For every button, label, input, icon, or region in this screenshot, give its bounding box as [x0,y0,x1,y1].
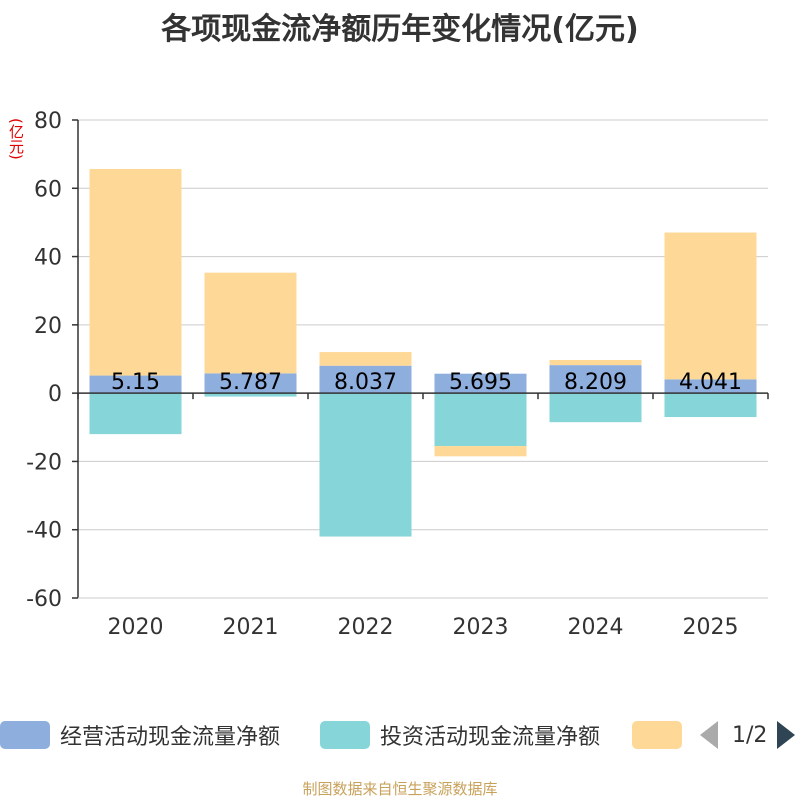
legend-swatch-financing [632,721,682,749]
bar-investing [664,393,757,418]
legend-item-operating[interactable]: 经营活动现金流量净额 [0,716,280,754]
y-axis-unit: (亿元) [7,118,25,160]
legend: 经营活动现金流量净额 投资活动现金流量净额 [0,716,800,754]
legend-pager: 1/2 [700,716,796,754]
legend-page-indicator: 1/2 [732,722,768,748]
bar-investing [549,393,642,423]
legend-label-investing: 投资活动现金流量净额 [380,725,601,750]
chart-area: 80 60 40 20 0 -20 -40 -60 5.15 5.787 8.037 5.695 8.2… [26,109,769,640]
bar-financing [549,359,642,366]
bar-financing [664,232,757,380]
x-tick-label: 2022 [338,615,394,640]
bar-operating [549,365,642,394]
legend-prev-page-icon[interactable] [700,721,718,749]
bar-operating [434,373,527,394]
data-source-footer: 制图数据来自恒生聚源数据库 [302,780,498,798]
legend-swatch-operating [0,721,50,749]
y-tick-label: 20 [34,314,62,339]
data-label: 8.209 [564,370,627,395]
bar-operating [319,365,412,394]
bar-investing [204,393,297,397]
chart-title: 各项现金流净额历年变化情况(亿元) [161,12,639,47]
legend-item-financing[interactable] [632,716,692,754]
bar-investing [434,393,527,447]
x-tick-label: 2021 [223,615,279,640]
bar-operating [89,375,182,394]
bar-operating [204,373,297,394]
y-tick-label: -20 [26,450,62,475]
bar-investing [89,393,182,435]
data-label: 4.041 [679,370,742,395]
data-label: 5.695 [449,370,512,395]
y-tick-label: 40 [34,246,62,271]
legend-swatch-investing [320,721,370,749]
legend-label-operating: 经营活动现金流量净额 [60,725,281,750]
data-label: 8.037 [334,370,397,395]
y-tick-label: -40 [26,519,62,544]
x-tick-label: 2024 [568,615,624,640]
y-tick-label: 80 [34,109,62,134]
x-tick-label: 2020 [108,615,164,640]
y-tick-label: 60 [34,177,62,202]
x-tick-label: 2023 [453,615,509,640]
y-tick-label: -60 [26,587,62,612]
bar-financing [204,272,297,374]
bar-financing [89,168,182,376]
bar-operating [664,379,757,394]
legend-item-investing[interactable]: 投资活动现金流量净额 [320,716,600,754]
bar-investing [319,393,412,537]
data-label: 5.787 [219,370,282,395]
bar-financing [319,352,412,366]
y-tick-label: 0 [48,382,62,407]
x-tick-label: 2025 [683,615,739,640]
legend-next-page-icon[interactable] [777,721,796,749]
data-label: 5.15 [111,370,160,395]
bar-financing [434,446,527,457]
